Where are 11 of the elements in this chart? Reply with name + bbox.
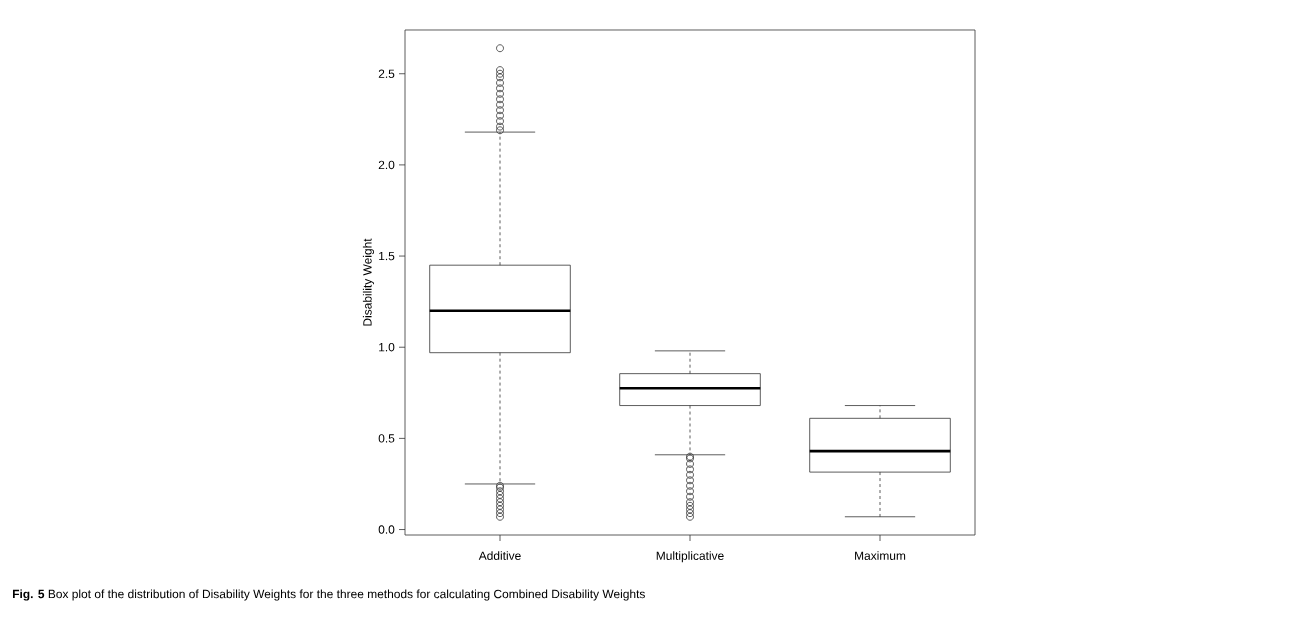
x-tick-label: Additive [478,551,521,560]
y-tick-label: 0.0 [378,525,395,534]
y-tick-label: 1.5 [379,251,395,261]
y-tick-label: 2.5 [378,69,395,78]
y-axis-title: Disability Weight [362,238,375,326]
y-tick-label: 2.0 [378,160,395,170]
y-tick-label: 1.0 [379,342,395,352]
text: Fig. 5 Box plot of the distribution of Disability Weights for the three methods for calculating Combined Disability Weights [13,589,645,601]
x-tick-label: Multiplicative [656,551,724,563]
x-tick-label: Maximum [855,551,906,560]
y-tick-label: 0.5 [378,434,395,443]
